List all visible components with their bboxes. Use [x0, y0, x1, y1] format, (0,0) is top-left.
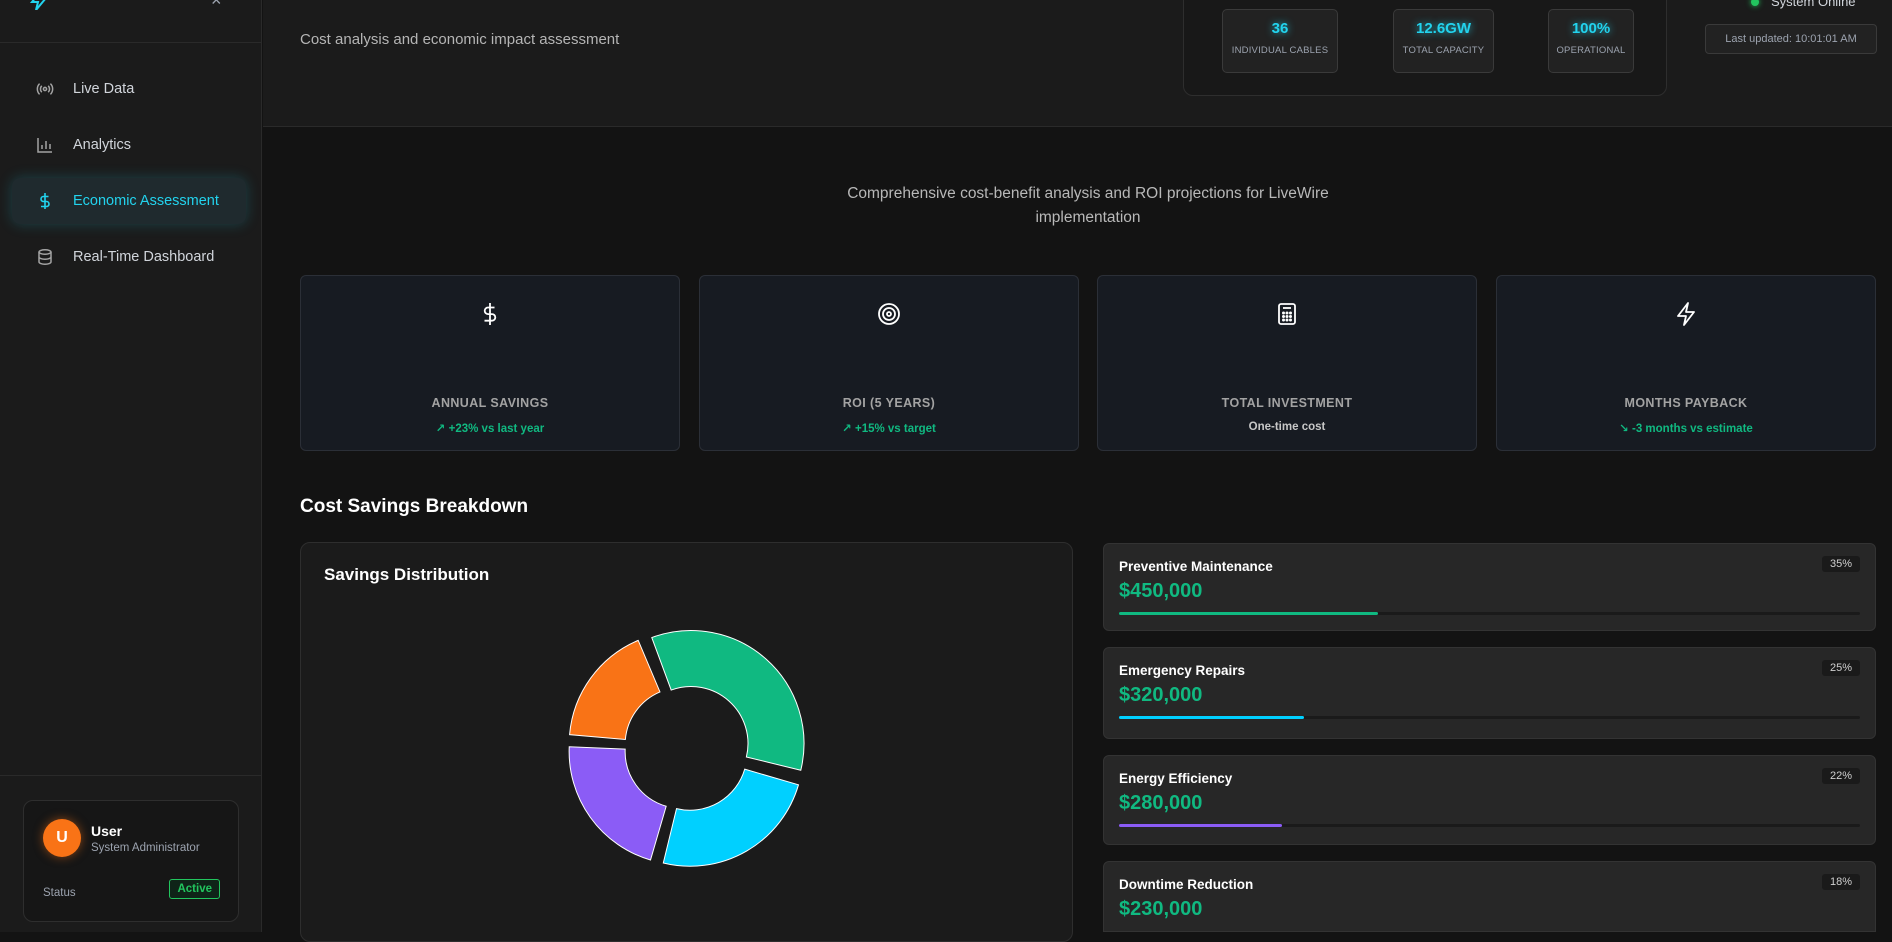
intro-text: Comprehensive cost-benefit analysis and …: [847, 185, 1329, 226]
stat-individual-cables: 36 INDIVIDUAL CABLES: [1222, 9, 1338, 73]
sidebar-item-label: Live Data: [73, 81, 135, 97]
user-card: U User System Administrator Status Activ…: [23, 800, 239, 922]
stat-value: 36: [1271, 20, 1289, 37]
sidebar-item-label: Economic Assessment: [73, 193, 219, 209]
kpi-card-annual-savings: ANNUAL SAVINGS ↗ +23% vs last year: [300, 275, 680, 451]
status-dot-icon: [1751, 0, 1759, 6]
progress-fill: [1119, 716, 1305, 719]
kpi-trend: ↗ +15% vs target: [842, 423, 936, 435]
lightning-logo-icon: [29, 0, 46, 10]
sidebar-item-economic-assessment[interactable]: Economic Assessment: [12, 178, 246, 224]
progress-track: [1119, 612, 1860, 615]
system-status: System Online: [1751, 0, 1856, 9]
target-icon: [700, 302, 1078, 326]
bar-chart-icon: [36, 136, 54, 154]
trend-down-icon: ↘: [1619, 423, 1629, 435]
breakdown-card-energy-efficiency: Energy Efficiency 22% $280,000: [1103, 755, 1876, 845]
page-header: Cost analysis and economic impact assess…: [263, 0, 1892, 127]
savings-donut-chart: [568, 630, 805, 867]
avatar[interactable]: U: [43, 819, 81, 857]
kpi-card-roi: ROI (5 YEARS) ↗ +15% vs target: [699, 275, 1079, 451]
kpi-card-months-payback: MONTHS PAYBACK ↘ -3 months vs estimate: [1496, 275, 1876, 451]
kpi-label: ROI (5 YEARS): [842, 396, 936, 410]
sidebar: × Live Data Analytics: [0, 0, 262, 932]
sidebar-nav: Live Data Analytics Economic Assessment: [12, 66, 246, 290]
kpi-note: One-time cost: [1248, 421, 1326, 433]
section-title: Cost Savings Breakdown: [300, 496, 529, 517]
sidebar-footer: U User System Administrator Status Activ…: [0, 775, 262, 932]
progress-track: [1119, 824, 1860, 827]
progress-fill: [1119, 612, 1379, 615]
lightning-icon: [1497, 302, 1875, 326]
breakdown-amount: $450,000: [1119, 580, 1203, 602]
breakdown-percent-badge: 18%: [1821, 874, 1860, 890]
database-icon: [36, 248, 54, 266]
stat-label: TOTAL CAPACITY: [1402, 45, 1485, 56]
donut-slice-emergency-repairs[interactable]: [662, 768, 800, 867]
sidebar-item-label: Real-Time Dashboard: [73, 249, 215, 265]
breakdown-card-emergency-repairs: Emergency Repairs 25% $320,000: [1103, 647, 1876, 739]
breakdown-amount: $230,000: [1119, 898, 1203, 920]
breakdown-amount: $280,000: [1119, 792, 1203, 814]
status-label: Status: [43, 887, 76, 899]
kpi-card-total-investment: TOTAL INVESTMENT One-time cost: [1097, 275, 1477, 451]
stat-label: OPERATIONAL: [1556, 45, 1626, 56]
kpi-trend: ↘ -3 months vs estimate: [1619, 423, 1753, 435]
kpi-label: TOTAL INVESTMENT: [1221, 396, 1353, 410]
stat-value: 12.6GW: [1415, 20, 1472, 37]
breakdown-card-downtime-reduction: Downtime Reduction 18% $230,000: [1103, 861, 1876, 932]
breakdown-name: Emergency Repairs: [1119, 663, 1246, 678]
radio-signal-icon: [36, 80, 54, 98]
page-subtitle: Cost analysis and economic impact assess…: [300, 31, 620, 48]
close-icon[interactable]: ×: [211, 0, 222, 10]
sidebar-header: ×: [0, 0, 262, 43]
calculator-icon: [1098, 302, 1476, 326]
sidebar-item-label: Analytics: [73, 137, 132, 153]
breakdown-percent-badge: 22%: [1821, 768, 1860, 784]
donut-slice-energy-efficiency[interactable]: [568, 746, 667, 861]
sidebar-item-analytics[interactable]: Analytics: [12, 122, 246, 168]
breakdown-name: Preventive Maintenance: [1119, 559, 1273, 574]
breakdown-percent-badge: 35%: [1821, 556, 1860, 572]
sidebar-item-live-data[interactable]: Live Data: [12, 66, 246, 112]
breakdown-amount: $320,000: [1119, 684, 1203, 706]
user-role: System Administrator: [91, 842, 200, 854]
donut-slice-downtime-reduction[interactable]: [569, 639, 661, 741]
last-updated: Last updated: 10:01:01 AM: [1705, 24, 1877, 54]
kpi-trend: ↗ +23% vs last year: [435, 423, 545, 435]
savings-distribution-card: Savings Distribution: [300, 542, 1073, 942]
system-status-text: System Online: [1771, 0, 1856, 9]
stat-operational: 100% OPERATIONAL: [1548, 9, 1634, 73]
kpi-label: MONTHS PAYBACK: [1624, 396, 1748, 410]
stat-total-capacity: 12.6GW TOTAL CAPACITY: [1393, 9, 1494, 73]
stat-value: 100%: [1571, 20, 1611, 37]
breakdown-name: Energy Efficiency: [1119, 771, 1233, 786]
dollar-icon: [301, 302, 679, 326]
stat-label: INDIVIDUAL CABLES: [1231, 45, 1329, 56]
breakdown-percent-badge: 25%: [1821, 660, 1860, 676]
user-name: User: [91, 823, 123, 839]
status-badge: Active: [169, 879, 220, 899]
breakdown-card-preventive-maintenance: Preventive Maintenance 35% $450,000: [1103, 543, 1876, 631]
trend-up-icon: ↗: [842, 423, 852, 435]
trend-up-icon: ↗: [435, 423, 446, 435]
kpi-label: ANNUAL SAVINGS: [431, 396, 549, 410]
dollar-icon: [36, 192, 54, 210]
sidebar-item-real-time-dashboard[interactable]: Real-Time Dashboard: [12, 234, 246, 280]
chart-title: Savings Distribution: [324, 565, 490, 584]
progress-track: [1119, 716, 1860, 719]
progress-fill: [1119, 824, 1283, 827]
system-stats-panel: 36 INDIVIDUAL CABLES 12.6GW TOTAL CAPACI…: [1183, 0, 1667, 96]
breakdown-name: Downtime Reduction: [1119, 877, 1254, 892]
donut-slice-preventive-maintenance[interactable]: [651, 630, 805, 771]
